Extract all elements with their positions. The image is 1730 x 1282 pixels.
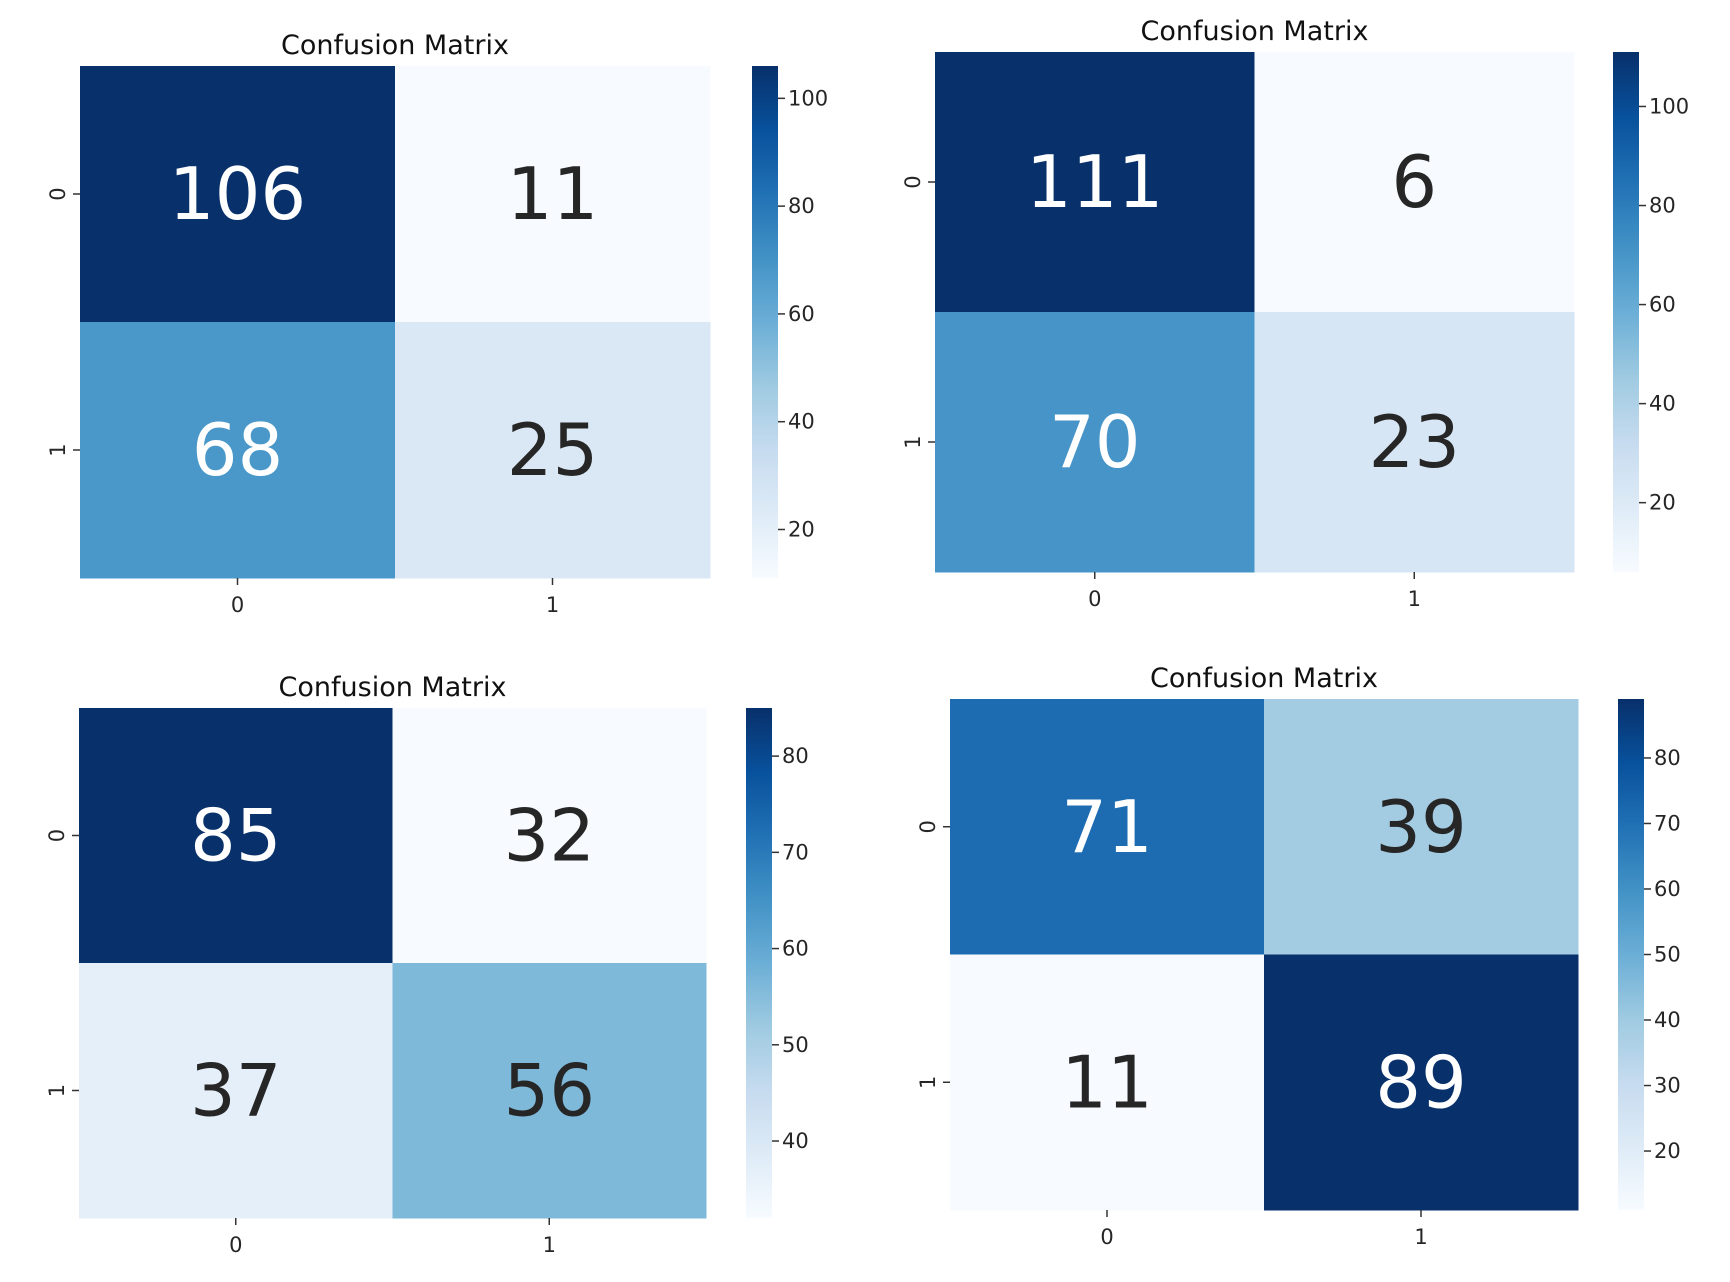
cell-value-label: 56 <box>503 1049 595 1133</box>
colorbar: 20 30 40 50 60 70 80 <box>1618 699 1681 1210</box>
y-tick-label: 1 <box>46 443 70 456</box>
colorbar-tick-label: 60 <box>782 937 809 961</box>
colorbar-tick-label: 70 <box>782 840 809 864</box>
colorbar-tick-label: 20 <box>1649 491 1676 515</box>
cell-value-label: 11 <box>507 152 599 236</box>
confusion-matrix-1: Confusion Matrix 106 11 68 25 0 1 0 1 20 40 60 80 100 <box>46 30 828 617</box>
x-tick-label: 1 <box>1414 1225 1427 1249</box>
heatmap-cell <box>80 66 396 323</box>
confusion-matrix-4: Confusion Matrix 71 39 11 89 0 1 0 1 20 30 40 50 60 70… <box>916 663 1681 1249</box>
colorbar-gradient <box>752 66 778 578</box>
heatmap-cell <box>392 708 707 964</box>
heatmap-cell <box>950 699 1265 955</box>
y-tick-label: 0 <box>46 187 70 200</box>
x-tick-label: 0 <box>231 593 244 617</box>
cell-value-label: 37 <box>190 1049 282 1133</box>
colorbar-tick-label: 40 <box>782 1129 809 1153</box>
x-tick-label: 1 <box>543 1233 556 1257</box>
y-tick-label: 1 <box>45 1084 69 1097</box>
colorbar-tick-label: 40 <box>1649 392 1676 416</box>
colorbar-tick-label: 80 <box>788 194 815 218</box>
confusion-matrix-2: Confusion Matrix 111 6 70 23 0 1 0 1 20 40 60 80 100 <box>901 16 1689 611</box>
x-tick-label: 1 <box>546 593 559 617</box>
cell-value-label: 111 <box>1026 140 1163 224</box>
colorbar-tick-label: 50 <box>782 1033 809 1057</box>
heatmap-cell <box>1264 954 1579 1211</box>
x-tick-label: 0 <box>229 1233 242 1257</box>
cell-value-label: 89 <box>1375 1040 1467 1124</box>
colorbar-tick-label: 60 <box>1649 293 1676 317</box>
colorbar-tick-label: 30 <box>1654 1074 1681 1098</box>
y-tick-label: 1 <box>916 1076 940 1089</box>
heatmap-cell <box>79 963 393 1219</box>
colorbar-tick-label: 40 <box>788 410 815 434</box>
colorbar-tick-label: 80 <box>1654 746 1681 770</box>
colorbar: 20 40 60 80 100 <box>752 66 828 578</box>
heatmap-cell <box>395 66 711 323</box>
cell-value-label: 85 <box>190 794 282 878</box>
colorbar-tick-label: 50 <box>1654 943 1681 967</box>
heatmap-cell <box>1264 699 1579 955</box>
colorbar-gradient <box>746 708 772 1218</box>
chart-title: Confusion Matrix <box>281 30 509 61</box>
colorbar-gradient <box>1613 52 1639 572</box>
y-tick-label: 0 <box>916 820 940 833</box>
heatmap-cell <box>950 954 1265 1211</box>
x-tick-label: 0 <box>1088 587 1101 611</box>
heatmap-cell <box>1254 52 1575 313</box>
cell-value-label: 23 <box>1368 400 1460 484</box>
cell-value-label: 70 <box>1049 400 1141 484</box>
colorbar-tick-label: 20 <box>788 517 815 541</box>
chart-title: Confusion Matrix <box>279 672 507 703</box>
heatmap-cell <box>935 312 1255 573</box>
cell-value-label: 11 <box>1061 1040 1153 1124</box>
x-tick-label: 0 <box>1100 1225 1113 1249</box>
colorbar-tick-label: 20 <box>1654 1139 1681 1163</box>
cell-value-label: 71 <box>1061 785 1153 869</box>
colorbar-tick-label: 100 <box>1649 94 1689 118</box>
colorbar-tick-label: 100 <box>788 86 828 110</box>
cell-value-label: 68 <box>192 408 284 492</box>
colorbar-tick-label: 60 <box>788 302 815 326</box>
heatmap-cell <box>79 708 393 964</box>
colorbar-tick-label: 40 <box>1654 1008 1681 1032</box>
colorbar-gradient <box>1618 699 1644 1210</box>
heatmap-cell <box>395 322 711 579</box>
heatmap-cell <box>80 322 396 579</box>
y-tick-label: 1 <box>901 435 925 448</box>
heatmap-cell <box>1254 312 1575 573</box>
colorbar-tick-label: 70 <box>1654 811 1681 835</box>
cell-value-label: 39 <box>1375 785 1467 869</box>
chart-title: Confusion Matrix <box>1141 16 1369 47</box>
heatmap-cell <box>935 52 1255 313</box>
confusion-matrix-3: Confusion Matrix 85 32 37 56 0 1 0 1 40 50 60 70 80 <box>45 672 809 1257</box>
heatmap-cell <box>392 963 707 1219</box>
y-tick-label: 0 <box>901 175 925 188</box>
colorbar: 20 40 60 80 100 <box>1613 52 1689 572</box>
chart-title: Confusion Matrix <box>1150 663 1378 694</box>
x-tick-label: 1 <box>1408 587 1421 611</box>
cell-value-label: 25 <box>507 408 599 492</box>
colorbar-tick-label: 80 <box>1649 194 1676 218</box>
colorbar: 40 50 60 70 80 <box>746 708 809 1218</box>
y-tick-label: 0 <box>45 829 69 842</box>
colorbar-tick-label: 60 <box>1654 877 1681 901</box>
cell-value-label: 32 <box>503 794 595 878</box>
cell-value-label: 106 <box>169 152 306 236</box>
cell-value-label: 6 <box>1391 140 1437 224</box>
colorbar-tick-label: 80 <box>782 744 809 768</box>
